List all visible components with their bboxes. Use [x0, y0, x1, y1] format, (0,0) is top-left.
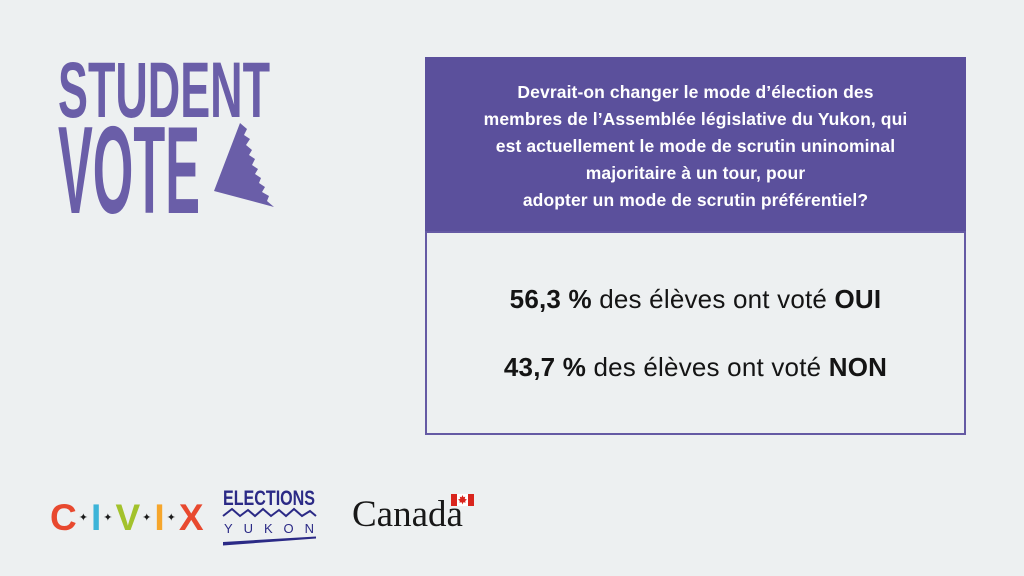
yukon-territory-icon	[214, 123, 274, 207]
logo-word-student: STUDENT	[58, 60, 270, 134]
canada-flag-icon	[451, 494, 474, 506]
student-vote-logo: STUDENT VOTE	[58, 60, 274, 222]
civix-star-separator-icon: ✦	[78, 511, 88, 524]
mountains-icon	[222, 507, 317, 518]
elections-wordmark: ELECTIONS	[223, 487, 315, 510]
result-no-text: des élèves ont voté	[586, 351, 829, 382]
result-yes: 56,3 % des élèves ont voté OUI	[510, 284, 882, 315]
question-line: est actuellement le mode de scrutin unin…	[495, 136, 896, 156]
civix-letter: I	[154, 497, 164, 538]
result-yes-percentage: 56,3 %	[509, 283, 592, 314]
question-line: majoritaire à un tour, pour	[585, 163, 806, 183]
question-line: adopter un mode de scrutin préférentiel?	[522, 190, 869, 210]
civix-letter: V	[115, 497, 140, 538]
result-yes-text: des élèves ont voté	[591, 283, 835, 314]
result-yes-answer: OUI	[834, 283, 882, 314]
results-box: 56,3 % des élèves ont voté OUI 43,7 % de…	[425, 231, 966, 435]
question-box: Devrait-on changer le mode d’élection de…	[425, 57, 966, 231]
question-line: Devrait-on changer le mode d’élection de…	[517, 82, 874, 102]
yukon-wordmark: YUKON	[224, 521, 314, 536]
civix-star-separator-icon: ✦	[103, 511, 113, 524]
civix-letter: I	[90, 497, 101, 538]
civix-letter: C	[50, 497, 77, 538]
civix-star-separator-icon: ✦	[166, 511, 176, 524]
elections-yukon-logo: ELECTIONS YUKON	[222, 487, 317, 546]
result-no-percentage: 43,7 %	[503, 351, 587, 382]
result-no: 43,7 % des élèves ont voté NON	[504, 352, 887, 383]
civix-letter: X	[178, 497, 204, 538]
underline-swoosh	[223, 536, 316, 546]
question-line: membres de l’Assemblée législative du Yu…	[483, 109, 908, 129]
civix-logo: C ✦ I ✦ V ✦ I ✦ X	[50, 497, 204, 538]
result-no-answer: NON	[828, 351, 888, 382]
canada-text: Canada	[352, 494, 463, 535]
canada-wordmark: Canada	[352, 494, 474, 535]
civix-star-separator-icon: ✦	[142, 511, 152, 524]
logo-word-vote: VOTE	[58, 102, 200, 222]
